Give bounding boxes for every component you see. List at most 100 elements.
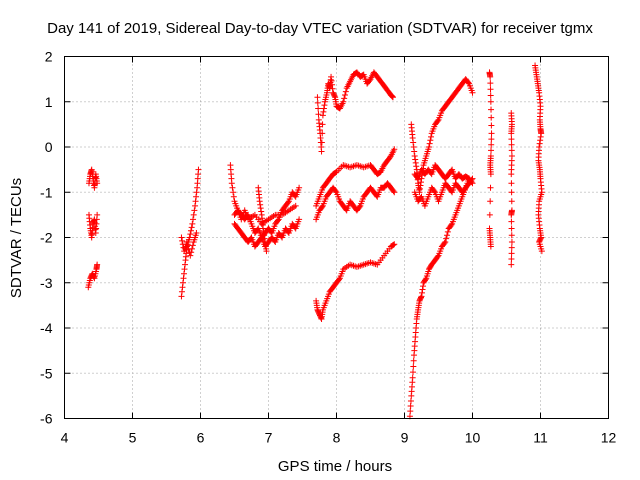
data-point (94, 261, 101, 268)
data-point (182, 261, 189, 268)
series-sat-s (508, 110, 515, 268)
data-point (508, 171, 515, 178)
data-point (410, 363, 417, 370)
data-point (443, 235, 450, 242)
x-tick-label: 12 (601, 430, 617, 446)
data-point (314, 94, 321, 101)
data-point (407, 408, 414, 415)
data-point (180, 275, 187, 282)
data-point (184, 242, 191, 249)
data-point (488, 147, 495, 154)
data-point (418, 293, 425, 300)
data-point (508, 225, 515, 232)
data-point (258, 208, 265, 215)
data-point (318, 314, 325, 321)
data-point (178, 234, 185, 241)
series-sat-l (313, 180, 398, 223)
x-tick-label: 5 (129, 430, 137, 446)
data-point (193, 193, 200, 200)
data-point (508, 130, 515, 137)
data-point (319, 130, 326, 137)
data-point (189, 220, 196, 227)
data-point (390, 241, 397, 248)
data-point (321, 102, 328, 109)
plot-frame (64, 56, 609, 419)
data-point (416, 185, 423, 192)
data-point (487, 171, 494, 178)
data-point (538, 248, 545, 255)
data-point (508, 141, 515, 148)
data-point (179, 279, 186, 286)
data-point (536, 140, 543, 147)
data-point (187, 252, 194, 259)
grid (64, 56, 609, 419)
data-point (410, 357, 417, 364)
y-tick-label: -6 (40, 411, 53, 427)
data-point (488, 106, 495, 113)
data-point (190, 211, 197, 218)
series-sat-b (85, 211, 101, 241)
data-point (537, 137, 544, 144)
y-tick-label: 0 (45, 139, 53, 155)
data-point (261, 232, 268, 239)
data-point (332, 188, 339, 195)
data-point (318, 139, 325, 146)
data-point (389, 93, 396, 100)
data-point (274, 217, 281, 224)
data-point (434, 117, 441, 124)
data-point (181, 266, 188, 273)
data-points (85, 62, 545, 420)
series-sat-h (231, 202, 299, 227)
series-sat-t (532, 62, 545, 255)
data-point (487, 184, 494, 191)
data-point (487, 73, 494, 80)
data-point (487, 98, 494, 105)
data-point (186, 234, 193, 241)
series-sat-m (314, 69, 396, 155)
data-point (193, 189, 200, 196)
data-point (427, 137, 434, 144)
y-tick-label: -2 (40, 230, 53, 246)
data-point (468, 176, 475, 183)
data-point (508, 244, 515, 251)
data-point (487, 80, 494, 87)
data-point (319, 203, 326, 210)
data-point (292, 202, 299, 209)
data-point (187, 227, 194, 234)
data-point (508, 189, 515, 196)
data-point (179, 237, 186, 244)
data-point (94, 180, 101, 187)
data-point (441, 240, 448, 247)
data-point (411, 153, 418, 160)
data-point (229, 184, 236, 191)
data-point (296, 216, 303, 223)
data-point (181, 270, 188, 277)
series-sat-a (85, 166, 101, 191)
x-tick-label: 8 (333, 430, 341, 446)
data-point (329, 81, 336, 88)
data-point (444, 228, 451, 235)
data-point (319, 112, 326, 119)
data-point (315, 105, 322, 112)
data-point (508, 250, 515, 257)
data-point (419, 289, 426, 296)
data-point (296, 184, 303, 191)
data-point (260, 228, 267, 235)
data-point (508, 239, 515, 246)
data-point (431, 188, 438, 195)
data-point (189, 242, 196, 249)
data-point (261, 235, 268, 242)
data-point (410, 144, 417, 150)
series-sat-n (406, 175, 473, 420)
data-point (340, 98, 347, 105)
data-point (410, 369, 416, 376)
data-point (410, 139, 417, 146)
data-point (341, 95, 348, 102)
data-point (508, 255, 515, 262)
data-point (469, 89, 476, 96)
data-point (328, 73, 335, 80)
series-sat-r (486, 69, 495, 250)
data-point (488, 136, 495, 143)
